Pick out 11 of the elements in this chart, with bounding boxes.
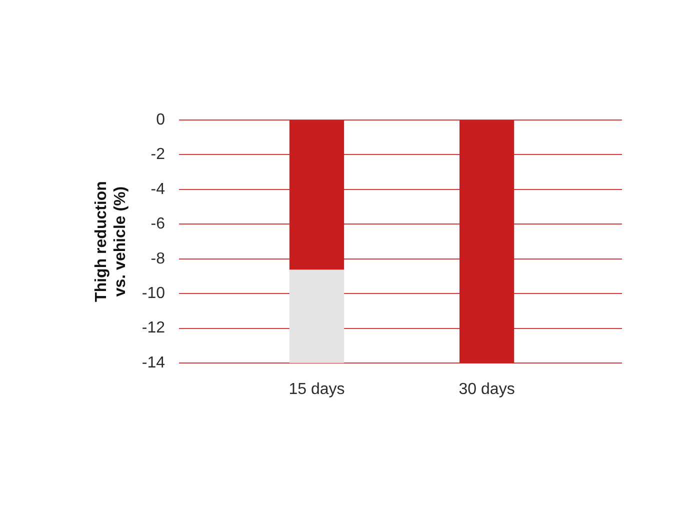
- y-tick-label: -8: [150, 250, 166, 268]
- y-tick-label: 0: [156, 111, 166, 128]
- y-tick-label: -6: [150, 216, 166, 233]
- y-tick-label: -2: [150, 146, 166, 164]
- y-axis-title: Thigh reduction vs. vehicle (%): [93, 181, 130, 302]
- x-tick-label: 15 days: [288, 381, 345, 398]
- y-tick-label: -4: [150, 180, 166, 198]
- x-tick-label: 30 days: [458, 381, 515, 398]
- y-tick-label: -14: [142, 354, 166, 372]
- y-tick-label: -12: [142, 320, 166, 337]
- y-tick-label: -10: [142, 284, 166, 302]
